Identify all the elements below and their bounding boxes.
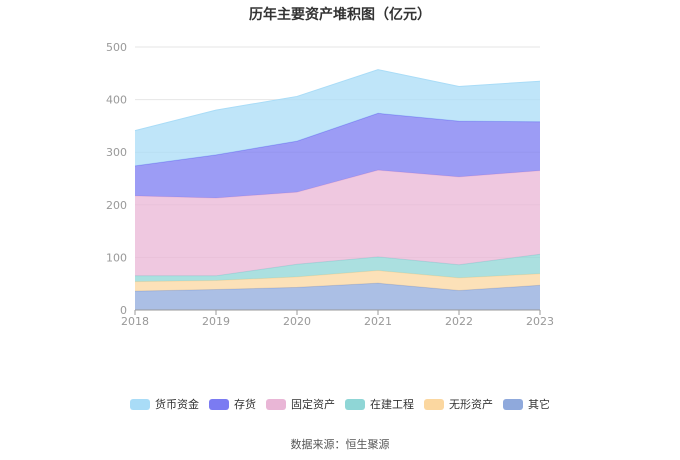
legend-label: 固定资产 [291, 398, 335, 411]
chart-legend: 货币资金 存货 固定资产 在建工程 无形资产 其它 [0, 396, 680, 412]
legend-item[interactable]: 货币资金 [130, 396, 199, 412]
legend-label: 存货 [234, 398, 256, 411]
stacked-area-chart: 0 100 200 300 400 500 2018 2019 2020 2021 2022 2023 [106, 41, 554, 328]
area-series-2 [135, 254, 540, 282]
x-tick-label: 2020 [283, 315, 311, 328]
legend-label: 在建工程 [370, 398, 414, 411]
area-series-0 [135, 283, 540, 310]
legend-label: 其它 [528, 398, 550, 411]
y-tick-label: 0 [120, 304, 127, 317]
legend-item[interactable]: 在建工程 [345, 396, 414, 412]
area-series-1 [135, 270, 540, 292]
data-source-note: 数据来源：恒生聚源 [290, 438, 390, 451]
x-tick-label: 2023 [526, 315, 554, 328]
area-edge-5 [134, 69, 541, 132]
legend-item[interactable]: 其它 [503, 396, 550, 412]
x-tick-label: 2021 [364, 315, 392, 328]
legend-swatch [266, 398, 286, 410]
y-tick-label: 100 [106, 251, 127, 264]
y-tick-label: 400 [106, 94, 127, 107]
legend-swatch [345, 398, 365, 410]
y-tick-label: 300 [106, 146, 127, 159]
legend-swatch [209, 398, 229, 410]
legend-swatch [130, 398, 150, 410]
chart-title: 历年主要资产堆积图（亿元） [249, 7, 431, 23]
legend-label: 无形资产 [449, 398, 493, 411]
legend-swatch [503, 398, 523, 410]
legend-item[interactable]: 存货 [209, 396, 256, 412]
legend-item[interactable]: 无形资产 [424, 396, 493, 412]
legend-swatch [424, 398, 444, 410]
legend-item[interactable]: 固定资产 [266, 396, 335, 412]
area-series-4 [135, 113, 540, 198]
x-tick-label: 2019 [202, 315, 230, 328]
legend-label: 货币资金 [155, 398, 199, 411]
area-series-5 [135, 69, 540, 166]
y-tick-label: 200 [106, 199, 127, 212]
x-tick-label: 2022 [445, 315, 473, 328]
y-tick-label: 500 [106, 41, 127, 54]
x-tick-label: 2018 [121, 315, 149, 328]
